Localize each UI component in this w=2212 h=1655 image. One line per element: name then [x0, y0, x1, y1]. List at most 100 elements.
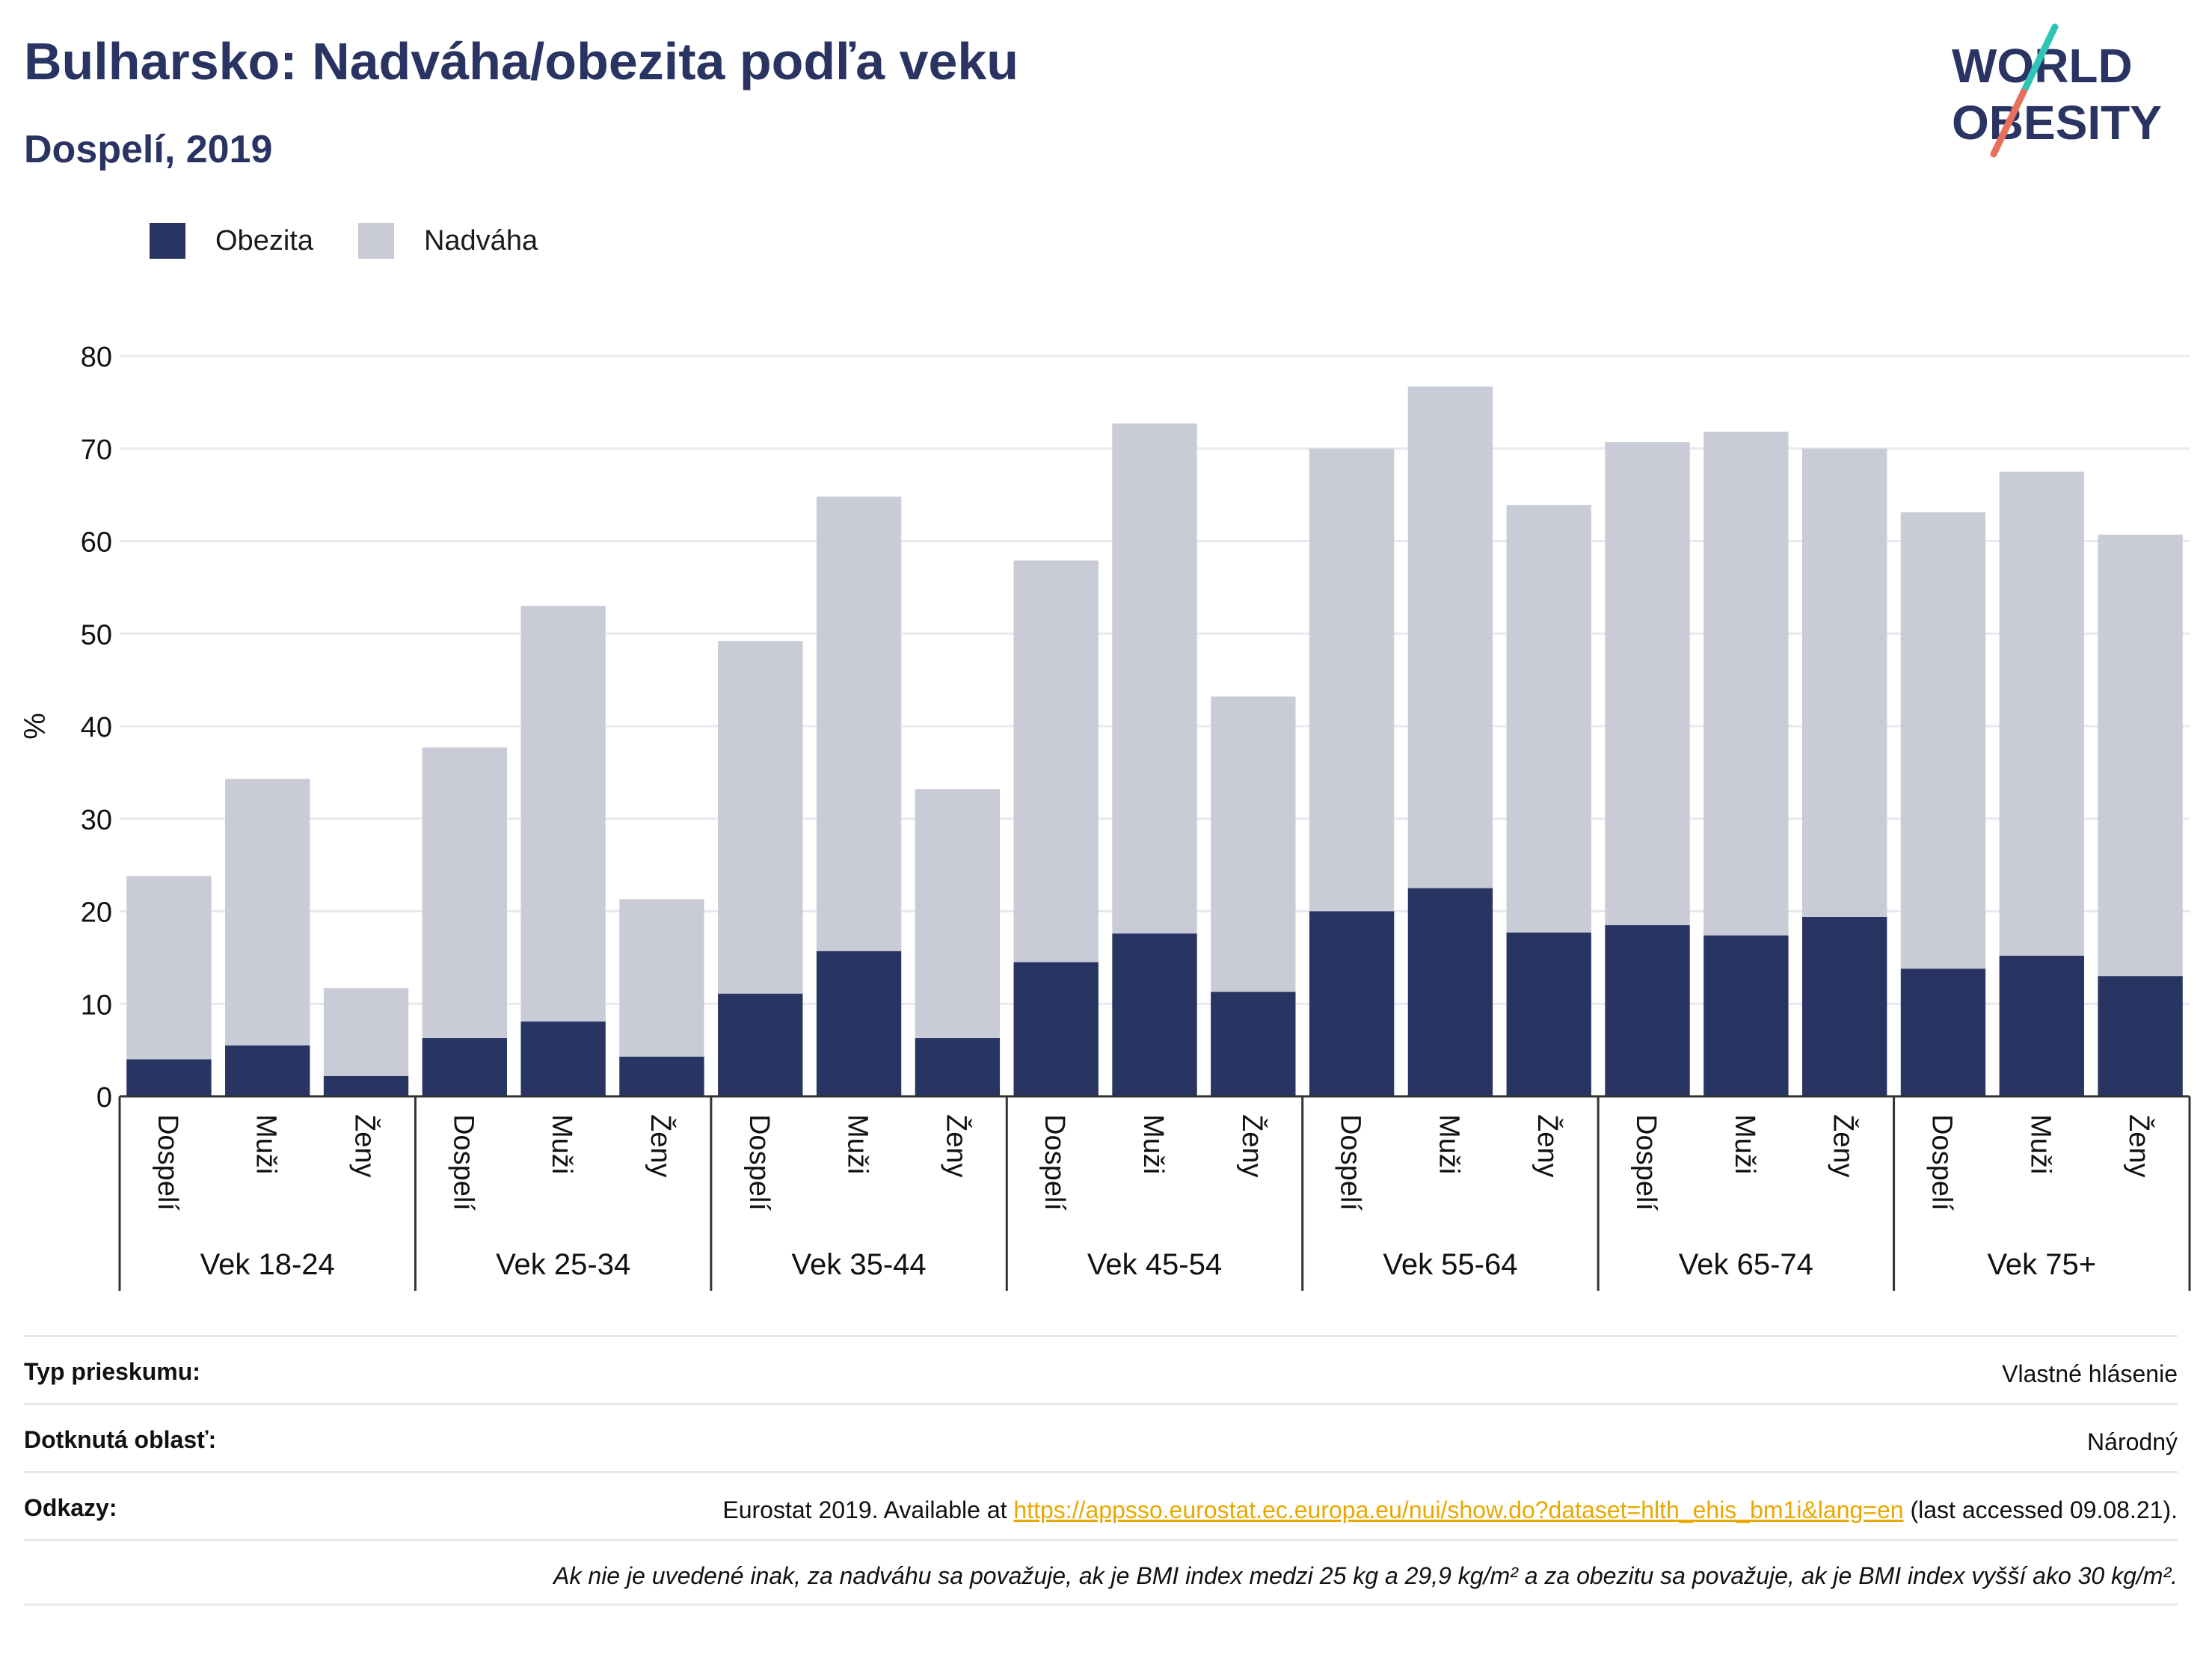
- x-subcategory-label: Ženy: [1531, 1114, 1564, 1177]
- x-subcategory-label: Dospelí: [1335, 1114, 1366, 1211]
- bar-obesity: [1506, 932, 1591, 1096]
- logo-line2: OBESITY: [1952, 96, 2162, 150]
- references-link[interactable]: https://appsso.eurostat.ec.europa.eu/nui…: [1013, 1496, 1904, 1523]
- x-group-label: Vek 65-74: [1679, 1248, 1813, 1281]
- legend-label-obesity: Obezita: [215, 224, 313, 257]
- bar-overweight: [2098, 534, 2183, 977]
- info-row-references: Odkazy: Eurostat 2019. Available at http…: [24, 1471, 2178, 1539]
- x-group-label: Vek 35-44: [792, 1248, 927, 1281]
- bar-overweight: [126, 876, 212, 1060]
- bar-obesity: [1309, 911, 1395, 1096]
- bar-overweight: [323, 988, 409, 1076]
- x-subcategory-label: Ženy: [349, 1114, 381, 1177]
- bar-overweight: [1801, 448, 1887, 917]
- world-obesity-logo: WORLD OBESITY: [1952, 23, 2162, 158]
- bar-overweight: [1605, 442, 1690, 926]
- area-value: Národný: [2087, 1428, 2178, 1455]
- bar-obesity: [520, 1021, 606, 1096]
- legend-swatch-overweight: [357, 223, 394, 259]
- area-label: Dotknutá oblasť:: [24, 1426, 217, 1453]
- y-axis-title: %: [19, 713, 52, 740]
- x-group-label: Vek 75+: [1987, 1248, 2096, 1281]
- bar-obesity: [1900, 968, 1986, 1096]
- info-row-area: Dotknutá oblasť: Národný: [24, 1403, 2178, 1471]
- x-group-label: Vek 55-64: [1383, 1248, 1517, 1281]
- x-subcategory-label: Muži: [842, 1114, 873, 1174]
- info-row-survey-type: Typ prieskumu: Vlastné hlásenie: [24, 1335, 2178, 1403]
- chart-title: Bulharsko: Nadváha/obezita podľa veku: [24, 32, 1019, 90]
- x-group-label: Vek 45-54: [1087, 1248, 1222, 1281]
- y-tick-label: 80: [81, 342, 112, 373]
- x-subcategory-label: Muži: [1137, 1114, 1169, 1174]
- references-suffix: (last accessed 09.08.21).: [1903, 1496, 2178, 1523]
- bar-overweight: [1112, 423, 1197, 934]
- survey-type-value: Vlastné hlásenie: [2002, 1360, 2178, 1387]
- bar-overweight: [1407, 386, 1493, 888]
- legend-swatch-obesity: [150, 223, 185, 259]
- x-subcategory-label: Dospelí: [1039, 1114, 1070, 1211]
- info-table: Typ prieskumu: Vlastné hlásenie Dotknutá…: [24, 1335, 2178, 1606]
- chart-subtitle: Dospelí, 2019: [24, 128, 273, 171]
- bar-overweight: [1309, 448, 1395, 912]
- bar-obesity: [1407, 888, 1493, 1096]
- stacked-bar-chart: 0 10 20 30 40 50 60 70 80% Dospelí Muži Ženy Dospelí…: [19, 342, 2191, 1291]
- x-subcategory-label: Muži: [2024, 1114, 2056, 1174]
- x-subcategory-label: Muži: [1433, 1114, 1464, 1174]
- y-tick-label: 70: [81, 435, 112, 466]
- logo-accent-coral: [1990, 88, 2027, 158]
- y-tick-label: 40: [81, 712, 112, 743]
- x-subcategory-label: Dospelí: [743, 1114, 775, 1211]
- bar-obesity: [323, 1075, 409, 1096]
- bar-overweight: [422, 747, 508, 1039]
- y-tick-label: 60: [81, 527, 112, 559]
- x-subcategory-label: Ženy: [1236, 1114, 1268, 1177]
- x-subcategory-label: Ženy: [940, 1114, 972, 1177]
- bar-obesity: [1703, 935, 1789, 1096]
- y-tick-label: 30: [81, 805, 112, 836]
- survey-type-label: Typ prieskumu:: [24, 1358, 200, 1385]
- bar-obesity: [1112, 933, 1197, 1096]
- references-label: Odkazy:: [24, 1494, 117, 1521]
- bmi-note: Ak nie je uvedené inak, za nadváhu sa po…: [553, 1562, 2178, 1589]
- y-tick-label: 50: [81, 619, 112, 651]
- bar-overweight: [1013, 560, 1099, 962]
- references-prefix: Eurostat 2019. Available at: [722, 1496, 1014, 1523]
- bar-obesity: [1013, 962, 1099, 1096]
- bar-obesity: [225, 1045, 310, 1096]
- bar-obesity: [2098, 976, 2183, 1096]
- y-tick-label: 20: [81, 897, 112, 929]
- y-tick-label: 10: [81, 989, 112, 1021]
- bar-obesity: [816, 951, 902, 1096]
- x-subcategory-label: Ženy: [645, 1114, 677, 1177]
- x-subcategory-label: Dospelí: [1630, 1114, 1662, 1211]
- x-group-label: Vek 25-34: [496, 1248, 630, 1281]
- bar-obesity: [1605, 925, 1690, 1096]
- references-value: Eurostat 2019. Available at https://apps…: [353, 1494, 2178, 1526]
- bar-obesity: [422, 1038, 508, 1096]
- legend-item-overweight: Nadváha: [357, 223, 538, 259]
- bar-overweight: [1900, 512, 1986, 969]
- bar-overweight: [1506, 505, 1591, 933]
- bar-obesity: [718, 993, 803, 1096]
- info-row-note: Ak nie je uvedené inak, za nadváhu sa po…: [24, 1539, 2178, 1606]
- x-subcategory-label: Muži: [1729, 1114, 1760, 1174]
- bar-overweight: [915, 789, 1001, 1039]
- x-subcategory-label: Dospelí: [447, 1114, 479, 1211]
- bar-overweight: [816, 497, 902, 951]
- x-subcategory-label: Ženy: [1828, 1114, 1860, 1177]
- bar-overweight: [1999, 471, 2084, 956]
- x-group-label: Vek 18-24: [200, 1248, 335, 1281]
- bar-obesity: [619, 1056, 704, 1096]
- bar-obesity: [1801, 916, 1887, 1096]
- legend-item-obesity: Obezita: [150, 223, 313, 259]
- y-tick-label: 0: [96, 1082, 112, 1114]
- bar-obesity: [1211, 992, 1296, 1096]
- x-subcategory-label: Dospelí: [1926, 1114, 1957, 1211]
- bar-overweight: [1211, 696, 1296, 992]
- bar-obesity: [915, 1038, 1001, 1096]
- bar-obesity: [1999, 955, 2084, 1096]
- x-subcategory-label: Dospelí: [152, 1114, 183, 1211]
- bar-overweight: [520, 606, 606, 1022]
- bar-overweight: [718, 641, 803, 994]
- x-subcategory-label: Muži: [546, 1114, 577, 1174]
